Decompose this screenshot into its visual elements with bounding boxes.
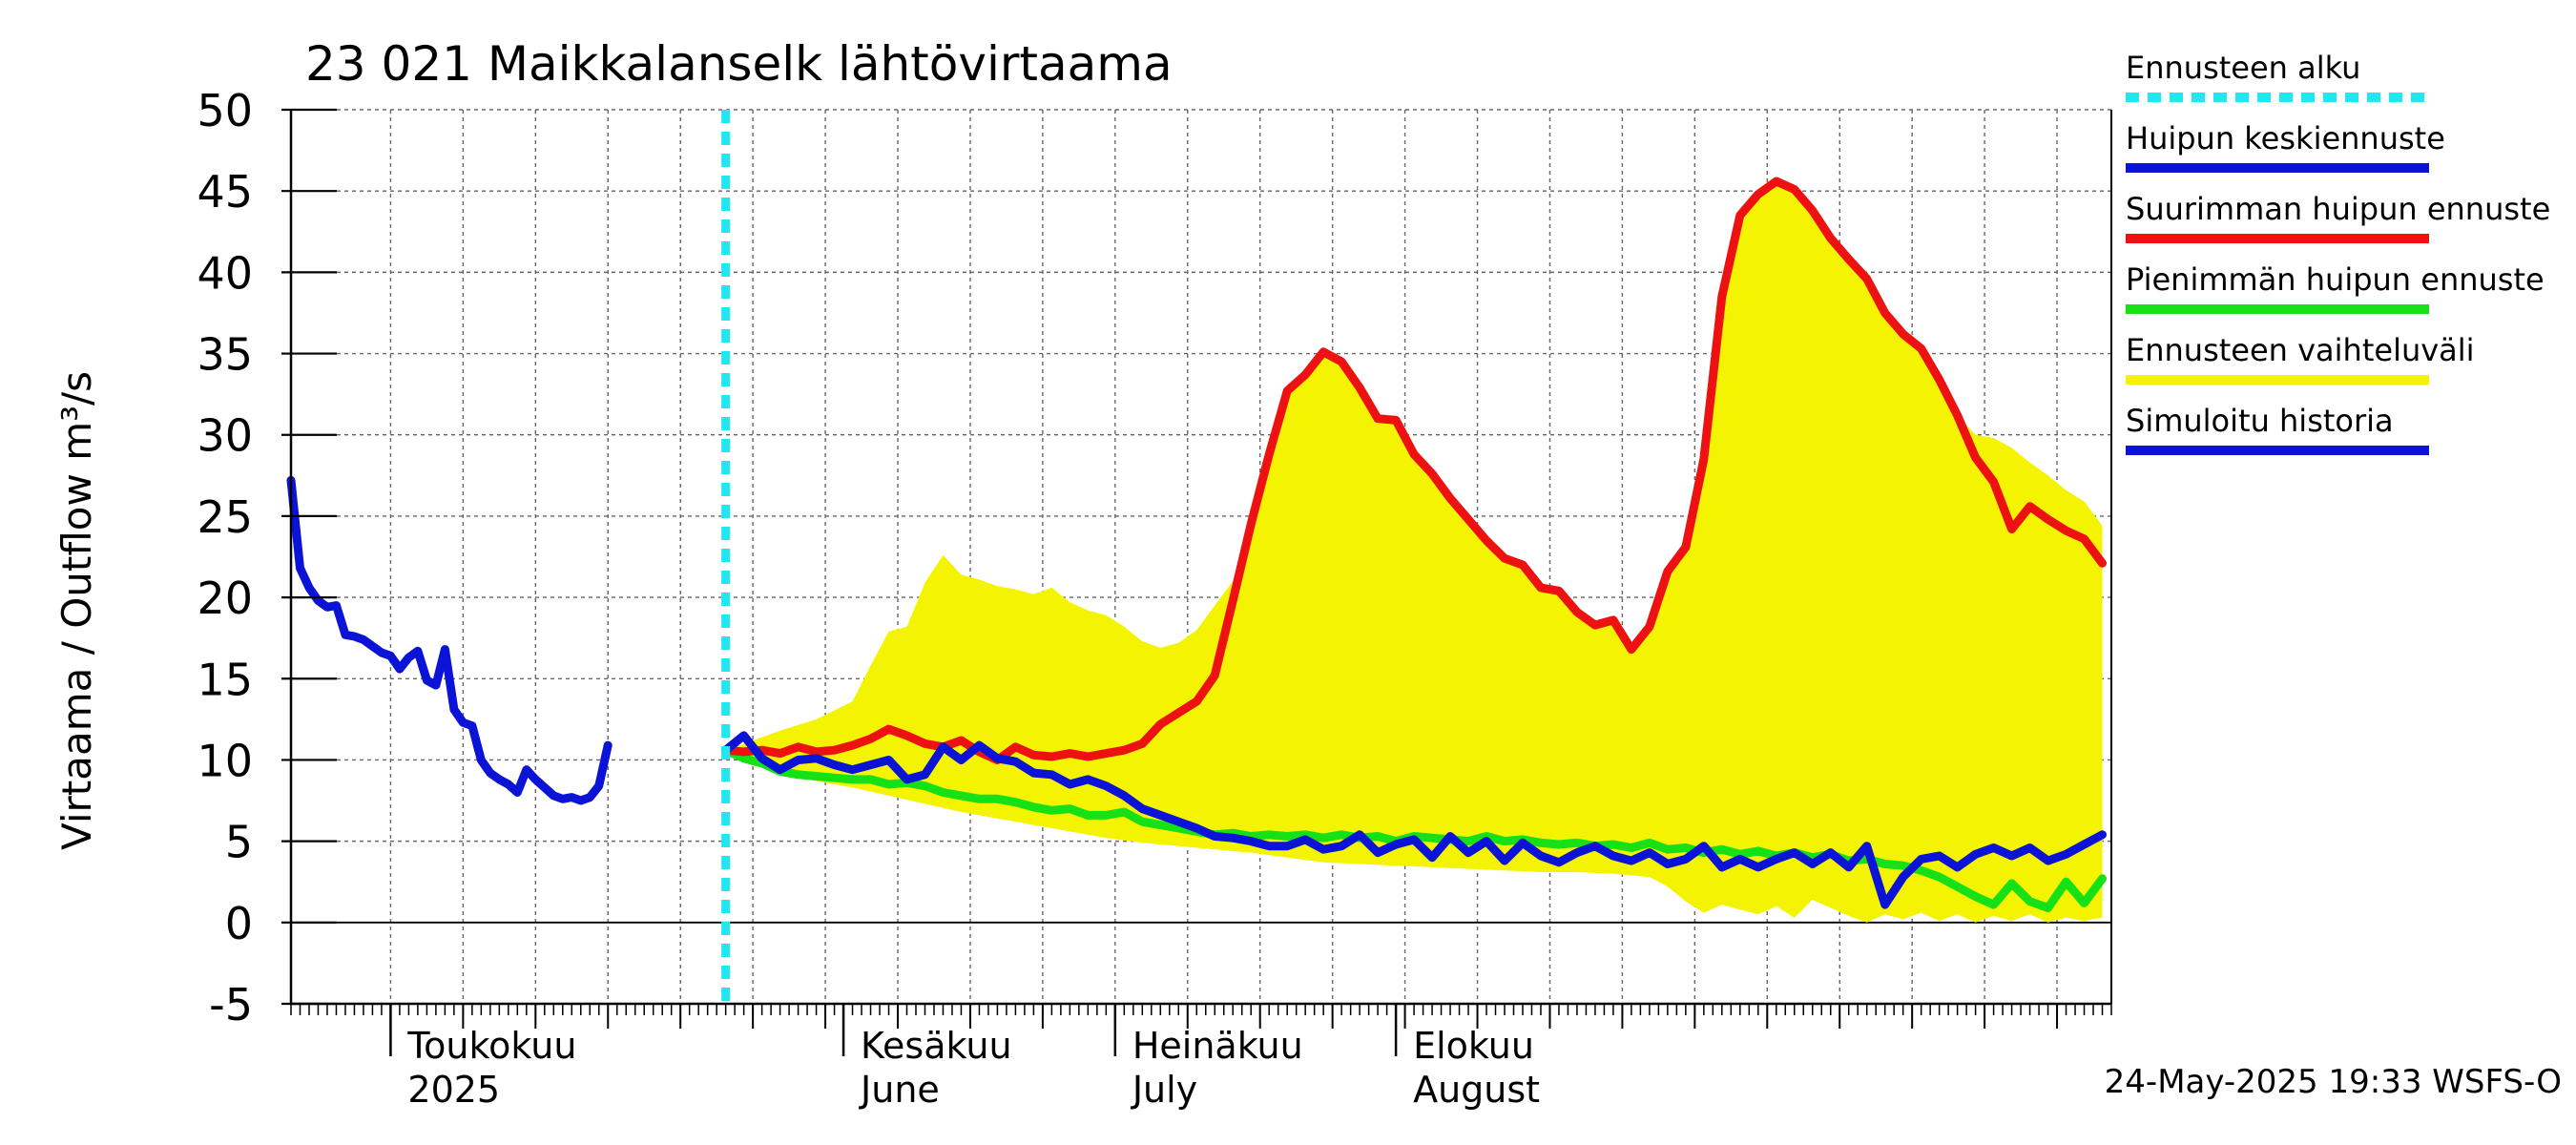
series-simuloitu-historia <box>286 475 613 805</box>
month-label-en: July <box>1131 1069 1197 1111</box>
month-label-fi: Heinäkuu <box>1132 1025 1303 1067</box>
legend-label: Ennusteen vaihteluväli <box>2126 332 2475 368</box>
month-label-en: 2025 <box>407 1069 500 1111</box>
y-tick-label: -5 <box>209 979 253 1030</box>
y-tick-label: 25 <box>197 491 253 543</box>
series-huipun-keskiennuste <box>721 731 2107 909</box>
legend-label: Simuloitu historia <box>2126 403 2394 439</box>
footer-timestamp: 24-May-2025 19:33 WSFS-O <box>2105 1063 2562 1101</box>
legend-label: Ennusteen alku <box>2126 50 2360 86</box>
y-tick-label: 50 <box>197 85 253 136</box>
y-tick-label: 40 <box>197 247 253 299</box>
legend-label: Pienimmän huipun ennuste <box>2126 261 2545 298</box>
y-tick-label: 45 <box>197 166 253 218</box>
y-tick-label: 20 <box>197 572 253 624</box>
month-label-fi: Toukokuu <box>406 1025 576 1067</box>
series-suurimman-huipun-ennuste <box>721 177 2107 764</box>
y-tick-label: 30 <box>197 410 253 462</box>
legend-label: Huipun keskiennuste <box>2126 120 2445 156</box>
axes: -505101520253035404550Toukokuu2025Kesäku… <box>197 85 2112 1111</box>
forecast-range-band <box>725 181 2103 923</box>
y-axis-label: Virtaama / Outflow m³/s <box>53 371 100 850</box>
legend-label: Suurimman huipun ennuste <box>2126 191 2550 227</box>
month-label-en: August <box>1413 1069 1540 1111</box>
y-tick-label: 35 <box>197 329 253 381</box>
month-label-en: June <box>859 1069 940 1111</box>
forecast-range-area <box>725 181 2103 923</box>
y-tick-label: 10 <box>197 735 253 786</box>
legend: Ennusteen alku Huipun keskiennuste Suurimm… <box>2126 50 2550 455</box>
chart-title: 23 021 Maikkalanselk lähtövirtaama <box>305 36 1173 92</box>
series-lines <box>286 110 2107 1004</box>
y-tick-label: 15 <box>197 654 253 705</box>
y-tick-label: 5 <box>225 817 253 868</box>
month-label-fi: Kesäkuu <box>861 1025 1012 1067</box>
y-tick-label: 0 <box>225 898 253 949</box>
month-label-fi: Elokuu <box>1413 1025 1534 1067</box>
